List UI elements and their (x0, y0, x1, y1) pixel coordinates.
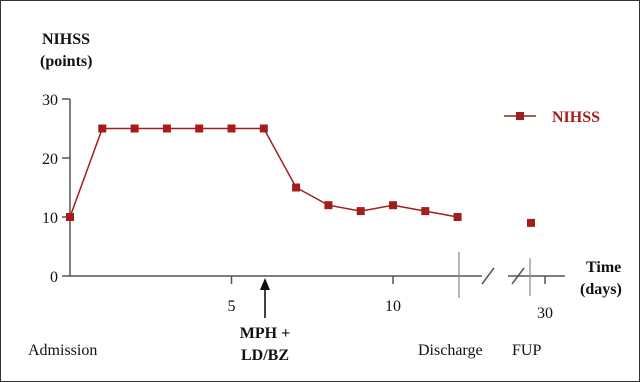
legend-marker (516, 112, 524, 120)
y-tick-label: 10 (42, 210, 58, 227)
treatment-label-line1: MPH + (240, 325, 290, 342)
x-axis-title-line2: (days) (580, 281, 622, 298)
y-axis-title-line1: NIHSS (42, 31, 90, 48)
data-point (98, 124, 107, 133)
y-tick-label: 0 (50, 269, 58, 286)
legend-label: NIHSS (552, 109, 600, 126)
data-point (195, 124, 204, 133)
data-point (292, 183, 301, 192)
fup-label: FUP (512, 342, 541, 359)
discharge-label: Discharge (418, 342, 483, 359)
data-point (130, 124, 139, 133)
data-point (324, 201, 333, 210)
data-point (227, 124, 236, 133)
data-point (259, 124, 268, 133)
x-tick-label: 30 (537, 305, 553, 322)
y-tick-label: 30 (42, 92, 58, 109)
series-line (69, 127, 458, 218)
data-point (162, 124, 171, 133)
axis-break-mark (511, 267, 525, 285)
x-axis-title-line1: Time (586, 259, 621, 276)
x-tick-label: 10 (385, 298, 401, 315)
data-point (453, 213, 462, 221)
treatment-arrow-head (260, 278, 270, 290)
x-tick-label: 5 (228, 298, 236, 315)
y-tick-label: 20 (42, 151, 58, 168)
data-point (66, 213, 74, 221)
followup-data-point (527, 218, 535, 227)
treatment-label-line2: LD/BZ (241, 347, 289, 364)
data-point (356, 207, 365, 216)
y-axis-title-line2: (points) (40, 53, 92, 70)
axis-break-mark (481, 267, 495, 285)
admission-label: Admission (28, 342, 97, 359)
data-point (389, 201, 397, 210)
data-point (421, 207, 430, 216)
